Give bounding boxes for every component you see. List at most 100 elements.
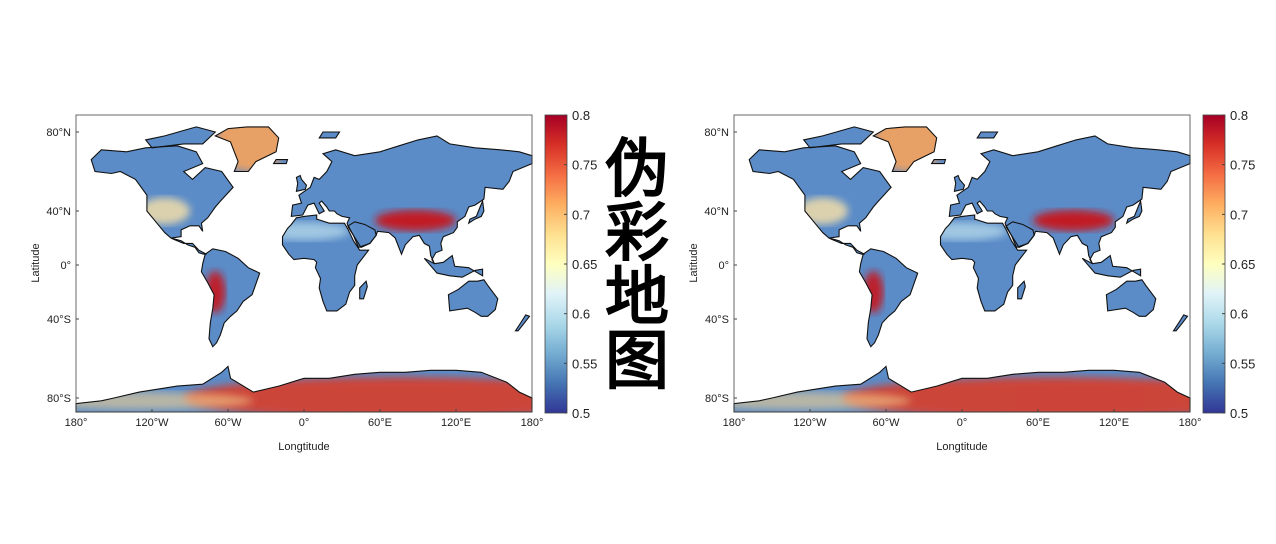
chinese-vertical-title: 伪 彩 地 图 bbox=[598, 138, 676, 394]
coastline-svalbard bbox=[976, 131, 999, 139]
colorbar-gradient bbox=[1202, 114, 1226, 414]
colorbar-tick-label: 0.75 bbox=[1230, 158, 1255, 173]
coastline-arabia bbox=[347, 221, 377, 249]
coastline-iceland bbox=[930, 159, 947, 165]
coastline-indonesia bbox=[423, 254, 484, 278]
y-tick-label: 80°S bbox=[705, 393, 729, 405]
x-tick-label: 120°W bbox=[135, 417, 169, 429]
coastline-north-america bbox=[748, 145, 892, 239]
colorbar-tick-label: 0.55 bbox=[1230, 356, 1255, 371]
colorbar-tick-label: 0.5 bbox=[1230, 406, 1248, 421]
x-tick-label: 180° bbox=[723, 417, 746, 429]
coastline-new-zealand bbox=[514, 314, 531, 332]
coastline-antarctica bbox=[733, 365, 1191, 413]
land-north-america bbox=[749, 145, 892, 238]
land-madagascar bbox=[1017, 281, 1026, 299]
coastline-japan bbox=[467, 199, 485, 225]
x-tick-label: 180° bbox=[1179, 417, 1202, 429]
colorbar-tick-label: 0.65 bbox=[1230, 257, 1255, 272]
y-axis-ticks: 80°N 40°N 0° 40°S 80°S bbox=[46, 127, 79, 405]
y-tick-label: 40°N bbox=[46, 206, 71, 218]
coastline-arabia bbox=[1005, 221, 1035, 249]
coastline-africa bbox=[281, 214, 370, 312]
land-svalbard bbox=[977, 132, 998, 138]
coastline-greenland bbox=[214, 126, 280, 173]
x-tick-label: 60°E bbox=[1026, 417, 1050, 429]
land-indonesia bbox=[1082, 255, 1141, 278]
coastline-antarctica bbox=[75, 365, 533, 413]
coastline-australia bbox=[447, 279, 499, 317]
y-axis-title: Latitude bbox=[688, 243, 700, 282]
land-arabia bbox=[348, 221, 377, 248]
x-axis-ticks: 180° 120°W 60°W 0° 60°E 120°E 180° bbox=[723, 409, 1202, 429]
colorbar-tick-label: 0.65 bbox=[572, 257, 597, 272]
title-char-1: 伪 bbox=[605, 132, 669, 207]
coastline-canada-islands bbox=[144, 126, 217, 149]
colorbar-gradient bbox=[544, 114, 568, 414]
coastline-svalbard bbox=[318, 131, 341, 139]
title-char-4: 图 bbox=[605, 324, 669, 399]
map-svg-right: 180° 120°W 60°W 0° 60°E 120°E 180° 80°N 40°N 0° 4… bbox=[688, 108, 1255, 453]
land-australia bbox=[448, 279, 498, 317]
y-tick-label: 0° bbox=[718, 260, 729, 272]
title-char-2: 彩 bbox=[605, 196, 669, 271]
colorbar-tick-label: 0.7 bbox=[572, 207, 590, 222]
x-axis-title: Longtitude bbox=[936, 441, 987, 453]
land-canada-islands bbox=[803, 126, 874, 148]
coastline-north-america bbox=[90, 145, 234, 239]
x-tick-label: 120°E bbox=[1099, 417, 1129, 429]
map-svg-left: 180° 120°W 60°W 0° 60°E 120°E 180° 80°N 40°N 0° 4… bbox=[30, 108, 597, 453]
land-madagascar bbox=[359, 281, 368, 299]
colorbar-ticks: 0.8 0.75 0.7 0.65 0.6 0.55 0.5 bbox=[1222, 108, 1255, 421]
colorbar: 0.8 0.75 0.7 0.65 0.6 0.55 0.5 bbox=[544, 108, 597, 421]
x-tick-label: 180° bbox=[65, 417, 88, 429]
y-tick-label: 40°N bbox=[704, 206, 729, 218]
colorbar-tick-label: 0.8 bbox=[572, 108, 590, 123]
coastline-eurasia bbox=[948, 135, 1191, 264]
heat-spot bbox=[841, 377, 1190, 412]
coastline-south-america bbox=[200, 248, 261, 348]
heat-spot bbox=[374, 209, 456, 231]
land-canada-islands bbox=[145, 126, 216, 148]
coastline-africa bbox=[939, 214, 1028, 312]
colorbar: 0.8 0.75 0.7 0.65 0.6 0.55 0.5 bbox=[1202, 108, 1255, 421]
land-uk bbox=[954, 175, 965, 192]
x-tick-label: 60°W bbox=[872, 417, 900, 429]
colorbar-tick-label: 0.7 bbox=[1230, 207, 1248, 222]
coastline-new-zealand bbox=[1172, 314, 1189, 332]
coastline-iceland bbox=[272, 159, 289, 165]
heat-spot bbox=[183, 377, 532, 412]
land-arabia bbox=[1006, 221, 1035, 248]
y-tick-label: 40°S bbox=[705, 314, 729, 326]
coastline-uk bbox=[295, 174, 308, 193]
map-plot-area bbox=[75, 114, 533, 413]
map-plot-area bbox=[733, 114, 1191, 413]
colorbar-tick-label: 0.6 bbox=[572, 307, 590, 322]
land-new-zealand bbox=[515, 314, 530, 331]
coastline-canada-islands bbox=[802, 126, 875, 149]
land-uk bbox=[296, 175, 307, 192]
colorbar-tick-label: 0.75 bbox=[572, 158, 597, 173]
coastline-japan bbox=[1125, 199, 1143, 225]
x-axis-title: Longtitude bbox=[278, 441, 329, 453]
y-tick-label: 0° bbox=[60, 260, 71, 272]
coastline-madagascar bbox=[1017, 280, 1026, 300]
coastline-eurasia bbox=[290, 135, 533, 264]
colorbar-tick-label: 0.55 bbox=[572, 356, 597, 371]
x-tick-label: 0° bbox=[957, 417, 968, 429]
colorbar-ticks: 0.8 0.75 0.7 0.65 0.6 0.55 0.5 bbox=[564, 108, 597, 421]
land-svalbard bbox=[319, 132, 340, 138]
title-char-3: 地 bbox=[605, 260, 669, 335]
x-axis-ticks: 180° 120°W 60°W 0° 60°E 120°E 180° bbox=[65, 409, 544, 429]
land-new-zealand bbox=[1173, 314, 1188, 331]
land-north-america bbox=[91, 145, 234, 238]
y-axis-title: Latitude bbox=[30, 243, 42, 282]
heat-spot bbox=[1032, 209, 1114, 231]
coastline-greenland bbox=[872, 126, 938, 173]
colorbar-tick-label: 0.5 bbox=[572, 406, 590, 421]
colorbar-tick-label: 0.6 bbox=[1230, 307, 1248, 322]
x-tick-label: 180° bbox=[521, 417, 544, 429]
coastline-indonesia bbox=[1081, 254, 1142, 278]
land-indonesia bbox=[424, 255, 483, 278]
coastline-madagascar bbox=[359, 280, 368, 300]
